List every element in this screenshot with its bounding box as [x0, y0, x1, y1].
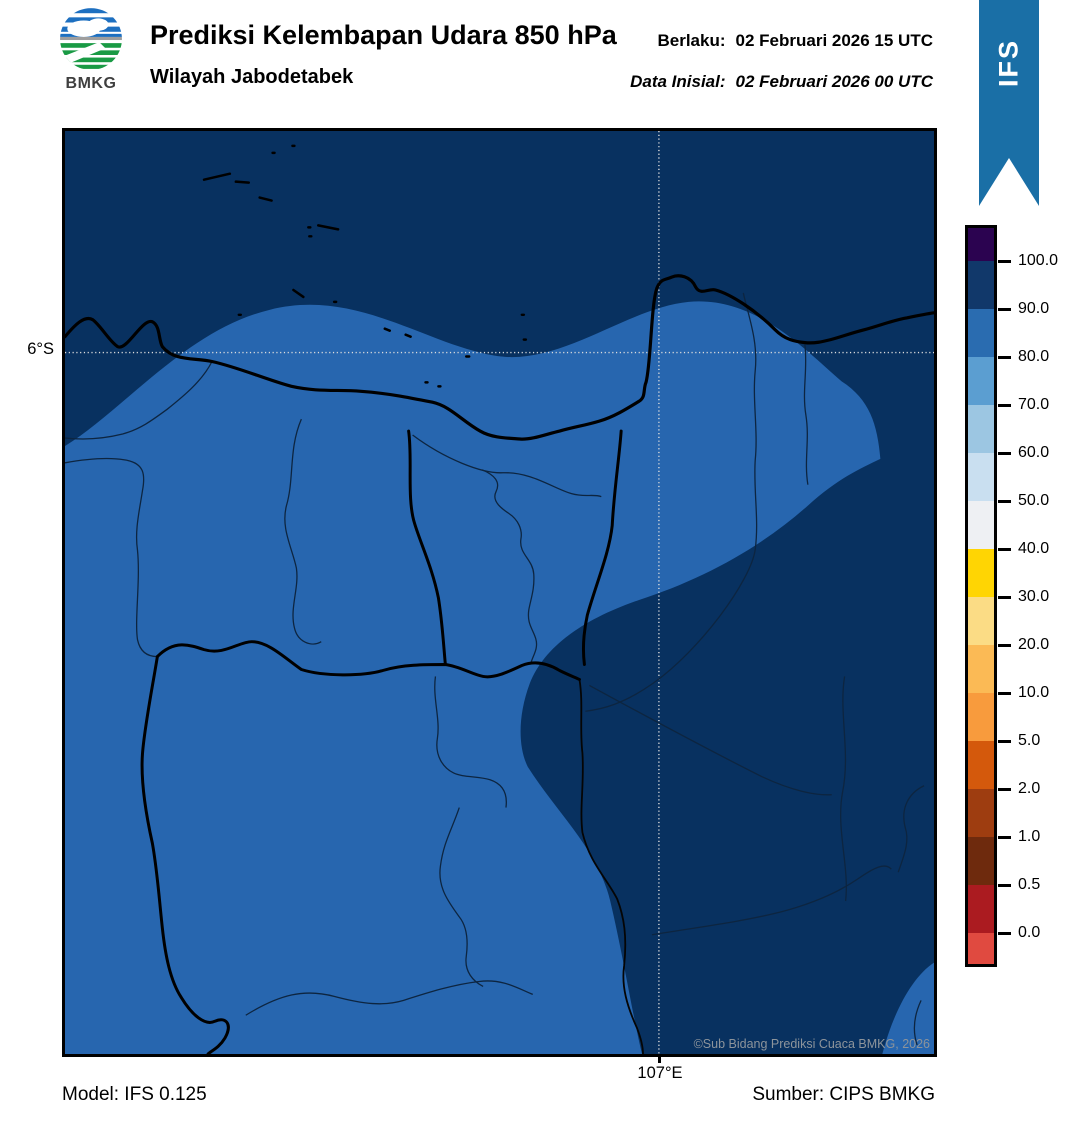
district-boundaries — [65, 292, 925, 1046]
colorbar-tick — [998, 643, 1011, 647]
colorbar-tick — [998, 547, 1011, 551]
colorbar-tick — [998, 883, 1011, 887]
valid-time-value: 02 Februari 2026 15 UTC — [735, 31, 933, 50]
colorbar-segment — [968, 453, 994, 501]
ribbon-banner-icon — [979, 0, 1039, 206]
valid-time: Berlaku: 02 Februari 2026 15 UTC — [657, 31, 933, 51]
colorbar-tick-label: 20.0 — [1018, 636, 1050, 653]
colorbar-tick — [998, 595, 1011, 599]
colorbar-tick-label: 70.0 — [1018, 396, 1050, 413]
colorbar-tick-label: 1.0 — [1018, 828, 1041, 845]
colorbar-tick — [998, 787, 1011, 791]
colorbar-tick — [998, 307, 1011, 311]
colorbar-tick-label: 30.0 — [1018, 588, 1050, 605]
lon-axis-label: 107°E — [637, 1064, 683, 1082]
colorbar-tick-label: 2.0 — [1018, 780, 1041, 797]
model-ribbon: IFS — [979, 0, 1039, 206]
colorbar-tick — [998, 931, 1011, 935]
colorbar-tick-label: 50.0 — [1018, 492, 1050, 509]
ribbon-label: IFS — [993, 38, 1024, 88]
colorbar-tick — [998, 451, 1011, 455]
colorbar-segment — [968, 645, 994, 693]
rh-90-100-region — [65, 131, 934, 1054]
colorbar-tick — [998, 499, 1011, 503]
lon-axis-tick — [658, 1056, 661, 1063]
page-subtitle: Wilayah Jabodetabek — [150, 66, 354, 88]
colorbar-tick — [998, 355, 1011, 359]
colorbar-tick-label: 5.0 — [1018, 732, 1041, 749]
colorbar-tick — [998, 691, 1011, 695]
regency-boundary — [578, 679, 644, 1054]
bmkg-logo-icon — [60, 8, 122, 70]
initial-time-label: Data Inisial: — [630, 72, 726, 91]
colorbar-segment — [968, 357, 994, 405]
bmkg-logo: BMKG — [45, 6, 137, 93]
islands — [202, 144, 528, 388]
lat-axis-label: 6°S — [27, 340, 54, 358]
colorbar-tick-label: 60.0 — [1018, 444, 1050, 461]
colorbar-segment — [968, 693, 994, 741]
colorbar-segment — [968, 933, 994, 964]
colorbar: 100.0 90.0 80.0 70.0 60.0 50.0 40.0 30.0 20.0 10.… — [965, 225, 1058, 967]
colorbar-segment — [968, 885, 994, 933]
colorbar-tick-label: 100.0 — [1018, 252, 1059, 269]
map-canvas: ©Sub Bidang Prediksi Cuaca BMKG, 2026 — [62, 128, 937, 1057]
colorbar-segment — [968, 501, 994, 549]
colorbar-tick-label: 10.0 — [1018, 684, 1050, 701]
colorbar-tick-label: 80.0 — [1018, 348, 1050, 365]
bmkg-logo-label: BMKG — [65, 75, 117, 92]
coastline — [65, 274, 934, 441]
initial-time-value: 02 Februari 2026 00 UTC — [735, 72, 933, 91]
colorbar-tick — [998, 835, 1011, 839]
colorbar-tick-label: 0.0 — [1018, 924, 1041, 941]
colorbar-tick-label: 90.0 — [1018, 300, 1050, 317]
page-title: Prediksi Kelembapan Udara 850 hPa — [150, 20, 617, 50]
colorbar-tick-label: 40.0 — [1018, 540, 1050, 557]
province-boundaries — [140, 429, 623, 1054]
valid-time-label: Berlaku: — [657, 31, 726, 50]
colorbar-segment — [968, 228, 994, 261]
colorbar-segment — [968, 405, 994, 453]
colorbar-segment — [968, 261, 994, 309]
footer-source: Sumber: CIPS BMKG — [752, 1084, 935, 1105]
colorbar-segment — [968, 549, 994, 597]
initial-time: Data Inisial: 02 Februari 2026 00 UTC — [630, 72, 933, 92]
colorbar-bar — [965, 225, 997, 967]
colorbar-segment — [968, 741, 994, 789]
colorbar-tick — [998, 739, 1011, 743]
colorbar-tick — [998, 259, 1011, 263]
colorbar-segment — [968, 837, 994, 885]
colorbar-segment — [968, 309, 994, 357]
footer-model: Model: IFS 0.125 — [62, 1084, 207, 1105]
colorbar-segment — [968, 789, 994, 837]
colorbar-tick-label: 0.5 — [1018, 876, 1041, 893]
colorbar-tick — [998, 403, 1011, 407]
colorbar-segment — [968, 597, 994, 645]
humidity-map — [65, 131, 934, 1054]
map-copyright: ©Sub Bidang Prediksi Cuaca BMKG, 2026 — [693, 1037, 930, 1051]
